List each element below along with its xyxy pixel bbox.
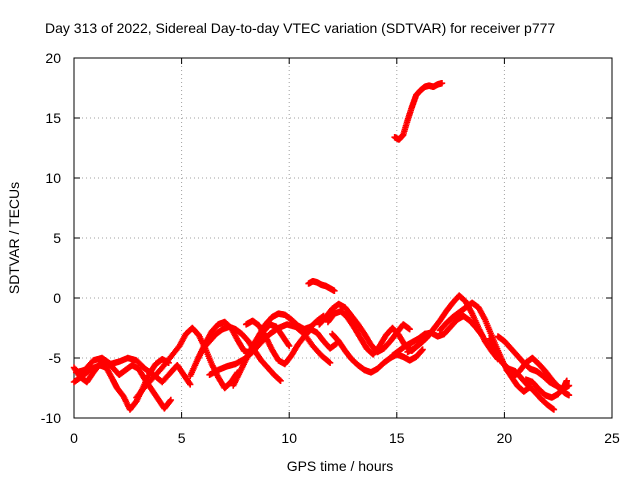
x-tick-label: 10	[281, 430, 297, 446]
y-tick-label: 5	[53, 230, 61, 246]
data-point-marker	[418, 347, 426, 354]
y-tick-labels: -10 -5 0 5 10 15 20	[41, 50, 61, 426]
x-tick-labels: 0 5 10 15 20 25	[70, 430, 620, 446]
data-point-marker	[187, 381, 194, 388]
y-tick-label: -10	[41, 410, 61, 426]
data-point-marker	[167, 396, 175, 404]
chart-title: Day 313 of 2022, Sidereal Day-to-day VTE…	[45, 20, 555, 36]
series-track-21	[522, 376, 571, 401]
x-tick-label: 5	[178, 430, 186, 446]
data-point-marker	[286, 342, 293, 350]
data-point-marker	[419, 346, 426, 353]
y-tick-label: 20	[45, 50, 61, 66]
series-track-10	[305, 278, 338, 294]
data-point-marker	[285, 341, 292, 348]
x-tick-label: 20	[497, 430, 513, 446]
series-track-17	[436, 299, 534, 395]
x-tick-label: 0	[70, 430, 78, 446]
y-tick-label: 0	[53, 290, 61, 306]
y-tick-label: 10	[45, 170, 61, 186]
x-tick-label: 15	[389, 430, 405, 446]
data-point-marker	[326, 359, 334, 366]
series-track-3	[72, 354, 194, 388]
data-point-marker	[406, 326, 413, 333]
data-point-marker	[563, 377, 571, 384]
data-point-marker	[166, 397, 174, 405]
data-point-marker	[186, 380, 193, 387]
data-point-marker	[331, 287, 338, 294]
data-point-marker	[325, 358, 333, 366]
axis-ticks	[73, 57, 613, 419]
data-markers	[70, 80, 573, 413]
x-tick-label: 25	[604, 430, 620, 446]
data-point-marker	[277, 377, 284, 384]
data-point-marker	[550, 406, 558, 413]
x-axis-title: GPS time / hours	[287, 458, 394, 474]
series-track-15	[391, 80, 446, 143]
series-track-9	[242, 317, 340, 368]
data-point-marker	[438, 80, 446, 87]
data-point-marker	[565, 392, 573, 399]
y-tick-label: 15	[45, 110, 61, 126]
y-axis-title: SDTVAR / TECUs	[6, 182, 22, 294]
y-tick-label: -5	[49, 350, 62, 366]
